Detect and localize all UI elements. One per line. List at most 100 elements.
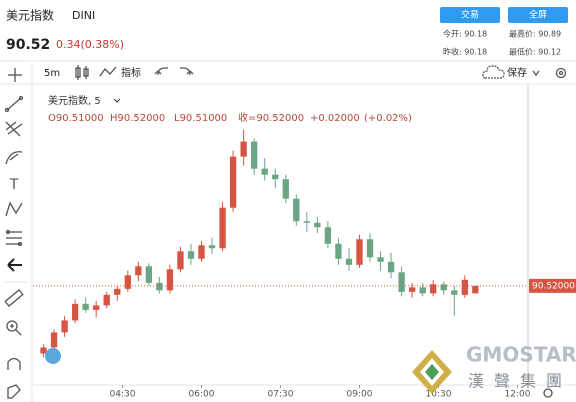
candle-body (61, 320, 68, 333)
candle-body (71, 303, 79, 321)
candle-body (229, 156, 237, 208)
watermark: 漢聲集團 (468, 372, 572, 391)
plot: 04:30 06:00 07:30 09:00 10:30 12:00 90.52000 (33, 129, 576, 400)
candle-body (314, 222, 321, 228)
candle-body (366, 239, 374, 258)
candle-body (156, 282, 163, 291)
candle-body (135, 266, 142, 276)
fullscreen-button-label[interactable]: 全屏 (529, 9, 547, 21)
magnet-tool[interactable] (7, 357, 21, 371)
x-tick-label: 12:00 (504, 390, 530, 400)
trade-button-label[interactable]: 交易 (461, 9, 479, 21)
candle-body (345, 258, 353, 265)
candle-body (93, 305, 100, 310)
stat: 最低价: 90.12 (509, 47, 561, 57)
candle-body (198, 245, 205, 259)
candle-body (282, 179, 289, 199)
x-tick-label: 06:00 (189, 390, 215, 400)
legend-high: H90.52000 (110, 113, 165, 124)
candle-body (335, 243, 342, 259)
pencil-tool[interactable] (7, 384, 21, 399)
fib-tool[interactable] (5, 121, 23, 137)
candle-body (472, 285, 479, 294)
candle-body (440, 284, 447, 291)
watermark-logo-text: GMOSTAR (466, 343, 576, 367)
candle-body (293, 198, 300, 222)
legend-title: 美元指数, 5 (48, 94, 101, 107)
candle-body (430, 284, 437, 294)
cloud-icon[interactable] (482, 65, 505, 79)
candle-body (387, 261, 395, 273)
candle-body (251, 141, 258, 169)
x-tick-label: 07:30 (268, 390, 294, 400)
candle-body (177, 251, 184, 270)
legend-low: L90.51000 (174, 113, 227, 124)
legend-menu-icon[interactable] (113, 98, 121, 103)
settings-icon[interactable] (555, 67, 567, 79)
indicators[interactable]: 指标 (121, 66, 141, 79)
x-tick-label: 09:00 (347, 390, 373, 400)
watermark-logo (412, 350, 452, 394)
candle-body (187, 251, 195, 259)
candle-body (145, 266, 153, 283)
candle-body (240, 141, 247, 157)
candle-body (124, 275, 131, 289)
redo-icon[interactable] (180, 67, 194, 76)
text-tool-icon[interactable]: T (9, 177, 19, 193)
legend-close: 收=90.52000 (238, 111, 304, 124)
save[interactable]: 保存 (507, 66, 527, 79)
price-change: 0.34(0.38%) (56, 38, 124, 51)
axis-settings-icon[interactable] (543, 388, 553, 398)
legend-change: +0.02000 (310, 113, 360, 124)
trade-button[interactable] (440, 7, 500, 23)
save-menu-icon[interactable] (532, 70, 540, 77)
candle-body (166, 269, 174, 291)
candle-body (272, 174, 279, 180)
cloud-badge (45, 348, 61, 364)
candle-body (219, 207, 226, 249)
candle-body (114, 288, 121, 295)
candle-body (40, 347, 47, 354)
pattern-tool[interactable] (5, 201, 23, 217)
prediction-tool[interactable] (5, 229, 23, 247)
line-tool[interactable] (4, 95, 24, 113)
candle-body (398, 272, 405, 292)
interval[interactable]: 5m (44, 68, 60, 79)
candle-body (451, 290, 458, 295)
candle-body (419, 287, 426, 294)
candle-body (82, 303, 89, 310)
candle-body (261, 168, 268, 175)
stat: 昨收: 90.18 (443, 47, 487, 57)
brush-tool[interactable] (5, 151, 23, 165)
candle-body (103, 294, 110, 306)
candle-body (408, 287, 416, 292)
candle-body (50, 332, 58, 348)
hide-toolbar[interactable] (7, 258, 22, 272)
fullscreen-button[interactable] (508, 7, 568, 23)
crosshair-tool[interactable] (8, 68, 22, 82)
candle-body (377, 257, 384, 262)
legend-open: O90.51000 (48, 113, 104, 124)
undo-icon[interactable] (154, 67, 168, 76)
instrument-symbol: DINI (72, 9, 95, 22)
stat: 最高价: 90.89 (509, 29, 561, 39)
settings-icon-center (558, 70, 564, 76)
candle-body (461, 279, 468, 295)
candle-type-icon[interactable] (75, 65, 89, 80)
candle-body (356, 239, 363, 265)
ruler-tool[interactable] (4, 289, 24, 307)
x-tick-label: 10:30 (426, 390, 452, 400)
price: 90.52 (6, 37, 50, 53)
instrument-name: 美元指数 (6, 8, 54, 23)
indicator-icon[interactable] (99, 66, 117, 77)
x-tick-label: 04:30 (110, 390, 136, 400)
zoom-tool[interactable] (6, 320, 22, 336)
last-price-label: 90.52000 (532, 281, 575, 291)
candle-body (208, 245, 216, 249)
stat: 今开: 90.18 (443, 29, 487, 39)
legend-change-pct: (+0.02%) (364, 113, 412, 124)
candle-body (303, 221, 310, 223)
last-price-box (529, 278, 576, 293)
